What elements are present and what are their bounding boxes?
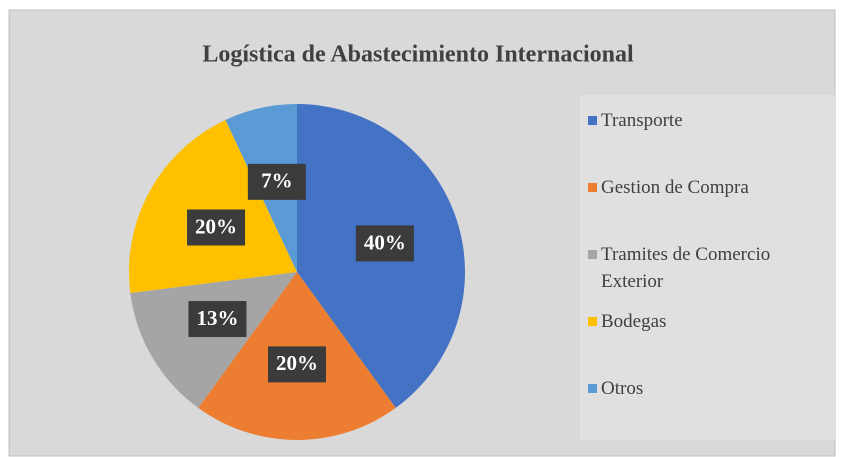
data-label-box <box>247 163 306 200</box>
data-label-box <box>268 346 326 383</box>
legend-item: Bodegas <box>588 308 835 375</box>
data-label: 20% <box>276 351 318 375</box>
data-label-box <box>188 301 247 338</box>
legend: Transporte Gestion de Compra Tramites de C… <box>580 95 835 440</box>
legend-label: Gestion de Compra <box>601 177 749 198</box>
legend-label: Tramites de Comercio Exterior <box>601 244 771 292</box>
pie-slice <box>130 272 297 408</box>
legend-item: Transporte <box>588 107 835 174</box>
chart-title: Logística de Abastecimiento Internaciona… <box>202 42 634 68</box>
legend-label: Otros <box>601 378 644 399</box>
legend-item: Gestion de Compra <box>588 174 835 241</box>
legend-item: Otros <box>588 375 835 442</box>
data-label-box <box>355 225 414 262</box>
pie-slice <box>129 119 297 294</box>
legend-label: Transporte <box>601 110 683 131</box>
data-label: 13% <box>196 306 238 330</box>
legend-swatch <box>588 116 597 125</box>
legend-swatch <box>588 384 597 393</box>
legend-label: Bodegas <box>601 311 667 332</box>
legend-swatch <box>588 183 597 192</box>
data-label: 40% <box>364 230 406 254</box>
data-label: 20% <box>195 214 237 238</box>
legend-swatch <box>588 250 597 259</box>
data-label-box <box>187 209 246 246</box>
legend-swatch <box>588 317 597 326</box>
data-label: 7% <box>261 169 293 193</box>
legend-item: Tramites de Comercio Exterior <box>588 241 835 308</box>
